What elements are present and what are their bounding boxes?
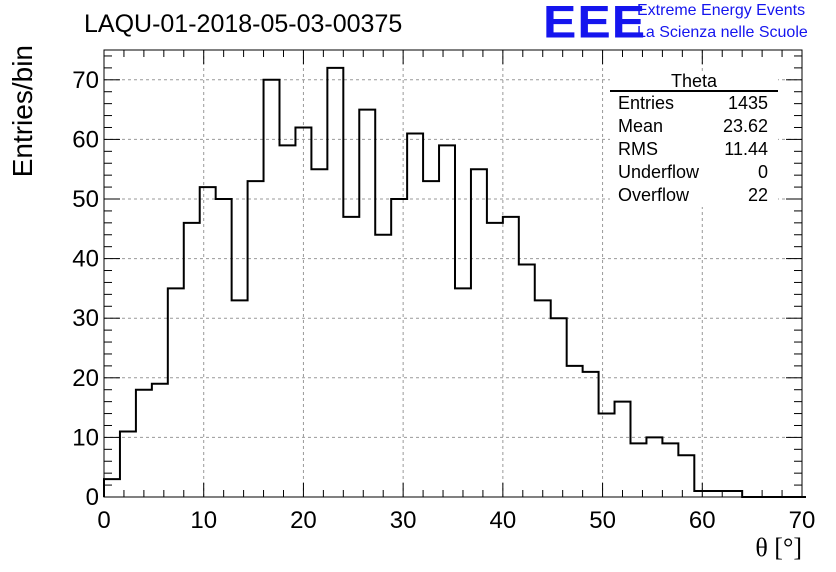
y-tick-label: 70 <box>72 67 99 94</box>
y-tick-label: 50 <box>72 186 99 213</box>
stats-value: 0 <box>757 162 768 182</box>
logo-line-1: Extreme Energy Events <box>637 2 806 19</box>
stats-row: Underflow 0 <box>610 161 778 184</box>
x-tick-label: 20 <box>290 507 317 534</box>
stats-row: RMS 11.44 <box>610 138 778 161</box>
stats-label: Overflow <box>618 185 690 205</box>
y-tick-label: 10 <box>72 424 99 451</box>
x-tick-label: 60 <box>689 507 716 534</box>
stats-label: Mean <box>618 116 664 136</box>
y-tick-label: 60 <box>72 126 99 153</box>
y-tick-label: 30 <box>72 305 99 332</box>
x-axis-label: θ [°] <box>755 533 802 562</box>
x-tick-label: 50 <box>589 507 616 534</box>
stats-label: RMS <box>618 139 658 159</box>
plot-frame <box>103 49 803 498</box>
stats-row: Overflow 22 <box>610 184 778 207</box>
stats-value: 22 <box>747 185 768 205</box>
x-tick-label: 0 <box>97 507 110 534</box>
stats-row: Entries 1435 <box>610 92 778 115</box>
y-tick-label: 0 <box>86 484 99 511</box>
stats-value: 23.62 <box>722 116 768 136</box>
stats-box: Theta Entries 1435 Mean 23.62 RMS 11.44 Und… <box>610 71 778 207</box>
y-axis-label: Entries/bin <box>7 45 38 177</box>
stats-label: Entries <box>618 93 675 113</box>
x-tick-label: 30 <box>390 507 417 534</box>
logo-line-2: La Scienza nelle Scuole <box>637 24 808 41</box>
x-tick-label: 70 <box>789 507 816 534</box>
y-tick-label: 40 <box>72 246 99 273</box>
stats-row: Mean 23.62 <box>610 115 778 138</box>
stats-label: Underflow <box>618 162 700 182</box>
chart-title: LAQU-01-2018-05-03-00375 <box>84 10 403 38</box>
y-tick-labels: 0 10 20 30 40 50 60 70 <box>72 67 99 511</box>
stats-title: Theta <box>610 71 778 92</box>
x-tick-label: 10 <box>190 507 217 534</box>
axis-ticks <box>103 50 803 498</box>
stats-value: 1435 <box>727 93 768 113</box>
y-tick-label: 20 <box>72 365 99 392</box>
histogram-series <box>103 66 806 498</box>
x-tick-labels: 0 10 20 30 40 50 60 70 <box>97 507 815 534</box>
eee-logo: EEE <box>543 0 647 48</box>
x-tick-label: 40 <box>490 507 517 534</box>
stats-value: 11.44 <box>724 139 768 159</box>
